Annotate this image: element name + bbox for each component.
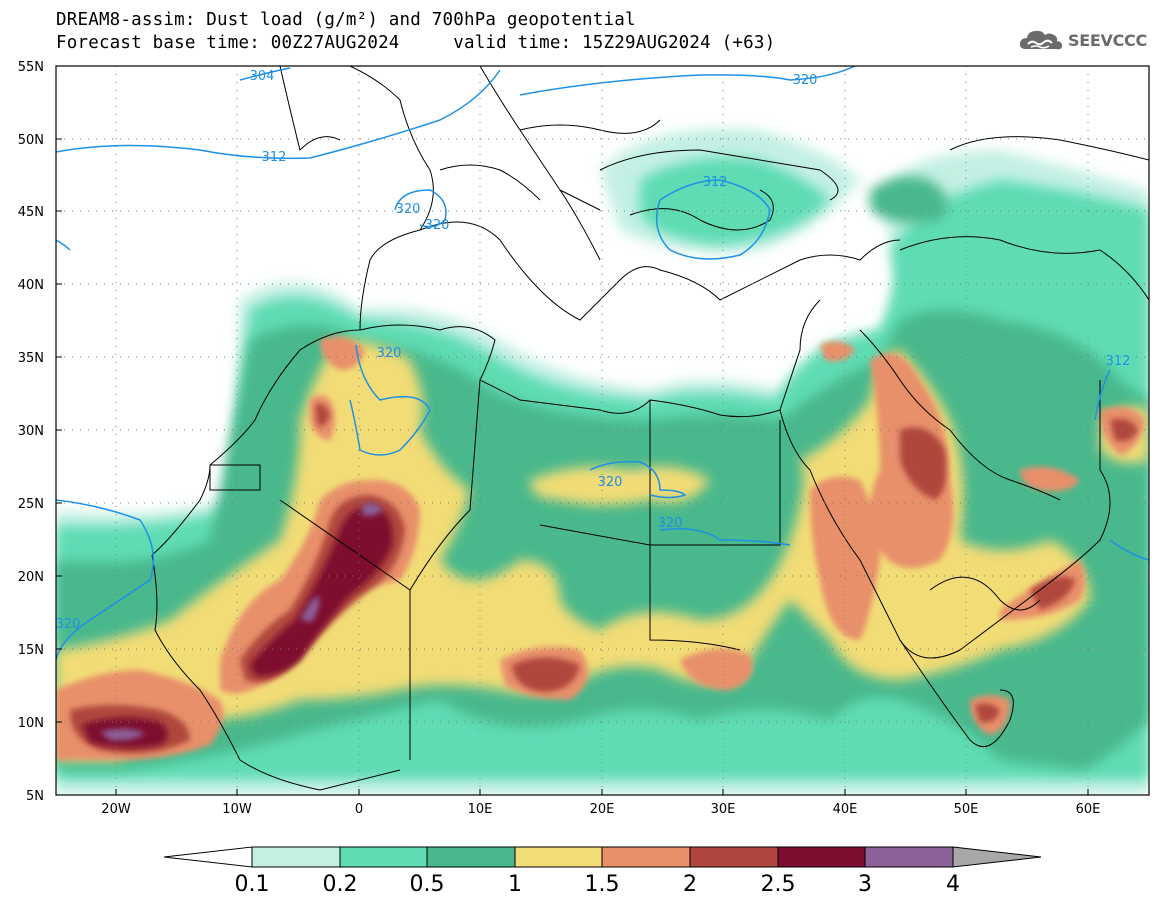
colorbar-label: 0.1	[235, 872, 270, 897]
contour-label: 312	[703, 175, 728, 190]
contour-label: 312	[1106, 354, 1131, 369]
colorbar-labels: 0.1 0.2 0.5 1 1.5 2 2.5 3 4	[235, 872, 961, 897]
colorbar-label: 1.5	[585, 872, 620, 897]
contour-label: 320	[598, 475, 623, 490]
lat-label: 5N	[26, 789, 44, 804]
contour-label-group: 304 312 320 320 312 320 320 320 312 320 …	[56, 69, 1131, 632]
contour-label: 320	[396, 202, 421, 217]
colorbar-low-arrow	[163, 846, 253, 868]
colorbar-label: 2	[683, 872, 697, 897]
lon-label: 20E	[590, 802, 615, 817]
lat-label: 40N	[18, 278, 44, 293]
colorbar-label: 1	[508, 872, 522, 897]
lon-label: 20W	[101, 802, 131, 817]
logo-text: SEEVCCC	[1068, 30, 1147, 50]
colorbar-swatch	[601, 846, 691, 868]
lat-label: 10N	[18, 716, 44, 731]
seevccc-logo: SEEVCCC	[1018, 27, 1147, 53]
lon-label: 50E	[954, 802, 979, 817]
colorbar-swatch	[777, 846, 866, 868]
contour-label: 320	[56, 617, 81, 632]
longitude-labels: 20W 10W 0 10E 20E 30E 40E 50E 60E	[101, 802, 1100, 817]
lat-label: 30N	[18, 424, 44, 439]
dust-layer-3	[100, 503, 383, 741]
axis-ticks	[56, 65, 1089, 796]
cloud-icon	[1019, 30, 1063, 50]
map-area: 304 312 320 320 312 320 320 320 312 320 …	[56, 66, 1149, 795]
contour-label: 312	[262, 150, 287, 165]
lat-label: 15N	[18, 643, 44, 658]
lat-label: 25N	[18, 497, 44, 512]
lon-label: 30E	[711, 802, 736, 817]
colorbar	[163, 846, 1042, 868]
colorbar-label: 4	[946, 872, 960, 897]
contour-label: 304	[250, 69, 275, 84]
contour-label: 320	[658, 516, 683, 531]
lat-label: 55N	[18, 60, 44, 75]
latitude-labels: 55N 50N 45N 40N 35N 30N 25N 20N 15N 10N …	[18, 60, 44, 804]
geopotential-contours	[56, 66, 1149, 661]
colorbar-label: 0.5	[410, 872, 445, 897]
lat-label: 50N	[18, 133, 44, 148]
colorbar-swatch	[864, 846, 954, 868]
contour-label: 320	[377, 346, 402, 361]
lat-label: 20N	[18, 570, 44, 585]
colorbar-swatch	[514, 846, 603, 868]
lon-label: 40E	[833, 802, 858, 817]
colorbar-high-arrow	[952, 846, 1042, 868]
country-borders	[151, 66, 1149, 791]
lon-label: 60E	[1076, 802, 1101, 817]
colorbar-label: 0.2	[323, 872, 358, 897]
contour-label: 320	[793, 73, 818, 88]
colorbar-swatch	[426, 846, 516, 868]
colorbar-swatch	[251, 846, 341, 868]
lon-label: 10W	[222, 802, 252, 817]
map-title: DREAM8-assim: Dust load (g/m²) and 700hP…	[56, 10, 636, 30]
lat-label: 45N	[18, 205, 44, 220]
contour-label: 320	[425, 218, 450, 233]
colorbar-label: 2.5	[761, 872, 796, 897]
lon-label: 0	[355, 802, 363, 817]
lat-label: 35N	[18, 351, 44, 366]
colorbar-swatch	[339, 846, 428, 868]
colorbar-label: 3	[858, 872, 872, 897]
colorbar-swatch	[689, 846, 779, 868]
lon-label: 10E	[468, 802, 493, 817]
map-subtitle: Forecast base time: 00Z27AUG2024 valid t…	[56, 33, 776, 53]
